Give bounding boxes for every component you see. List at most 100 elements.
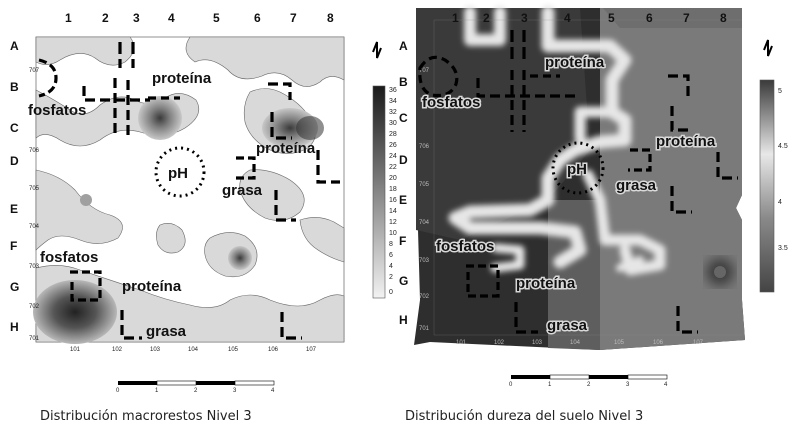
row-label: C: [399, 111, 408, 125]
y-tick: 707: [419, 68, 430, 74]
zone-label: fosfatos: [436, 238, 494, 255]
legend-tick: 3.5: [778, 245, 788, 252]
low-hardness-bands: [448, 5, 666, 276]
legend-tick: 0: [389, 289, 393, 296]
column-label: 6: [646, 11, 653, 25]
zone-label: pH: [168, 165, 188, 182]
row-label: C: [10, 121, 19, 135]
scale-bar: 0 1 2 3 4: [116, 380, 275, 394]
zone-label: proteína: [545, 54, 605, 71]
scale-tick: 3: [626, 382, 630, 388]
y-tick: 701: [29, 336, 40, 342]
legend-tick: 36: [389, 87, 397, 94]
legend-tick: 8: [389, 241, 393, 248]
caption-dureza: Distribución dureza del suelo Nivel 3: [405, 409, 644, 424]
north-arrow: [763, 39, 773, 57]
column-label: 4: [564, 11, 571, 25]
scale-tick: 0: [116, 388, 120, 394]
scale-tick: 1: [548, 382, 552, 388]
row-label: D: [10, 154, 19, 168]
row-label: A: [399, 39, 408, 53]
row-label: D: [399, 153, 408, 167]
x-tick: 102: [494, 340, 505, 346]
zone-label: proteína: [256, 140, 316, 157]
row-label: G: [399, 274, 408, 288]
row-labels: A B C D E F G H: [10, 39, 19, 334]
column-label: 5: [213, 11, 220, 25]
row-label: B: [10, 80, 19, 94]
x-tick: 103: [150, 347, 161, 353]
x-tick: 101: [456, 340, 467, 346]
legend-tick: 10: [389, 230, 397, 237]
y-ticks: 707 706 705 704 703 702 701: [29, 68, 40, 342]
row-label: H: [10, 320, 19, 334]
map-gridlines: [433, 19, 742, 336]
legend-tick: 30: [389, 120, 397, 127]
row-label: G: [10, 280, 19, 294]
legend-tick: 20: [389, 175, 397, 182]
legend-tick: 14: [389, 208, 397, 215]
ph-circle: [551, 141, 605, 195]
color-legend: 5 4.5 4 3.5: [759, 79, 788, 293]
column-label: 2: [483, 11, 490, 25]
contour-hotspots: [33, 96, 324, 344]
legend-tick: 28: [389, 131, 397, 138]
y-tick: 703: [419, 258, 430, 264]
zone-markers: [38, 42, 340, 340]
caption-macrorestos: Distribución macrorestos Nivel 3: [40, 409, 252, 424]
north-arrow: [372, 41, 382, 59]
y-tick: 706: [419, 144, 430, 150]
zone-label: fosfatos: [28, 102, 86, 119]
x-tick: 104: [188, 347, 199, 353]
legend-tick: 4: [778, 199, 782, 206]
y-ticks: 707 706 705 704 703 702 701: [419, 68, 430, 332]
legend-tick: 18: [389, 186, 397, 193]
zone-labels: proteína fosfatos proteína pH grasa fosf…: [28, 70, 316, 340]
x-tick: 103: [532, 340, 543, 346]
legend-tick: 22: [389, 164, 397, 171]
row-label: F: [10, 239, 17, 253]
legend-tick: 16: [389, 197, 397, 204]
y-tick: 704: [29, 224, 40, 230]
column-label: 5: [608, 11, 615, 25]
x-ticks: 101 102 103 104 105 106 107: [456, 340, 704, 346]
zone-label: fosfatos: [40, 249, 98, 266]
scale-tick: 3: [233, 388, 237, 394]
scale-tick: 4: [664, 382, 668, 388]
y-tick: 705: [29, 186, 40, 192]
legend-tick: 6: [389, 252, 393, 259]
zone-label: grasa: [222, 182, 263, 199]
legend-tick: 34: [389, 98, 397, 105]
y-tick: 707: [29, 68, 40, 74]
zone-label: proteína: [656, 133, 716, 150]
scale-tick: 4: [271, 388, 275, 394]
dureza-map: 1 2 3 4 5 6 7 8 A B C D E F G H 101 102 …: [399, 5, 788, 388]
row-label: E: [399, 193, 407, 207]
row-label: F: [399, 234, 406, 248]
legend-tick: 12: [389, 219, 397, 226]
row-labels: A B C D E F G H: [399, 39, 408, 327]
row-label: B: [399, 75, 408, 89]
x-tick: 105: [614, 340, 625, 346]
legend-tick: 4.5: [778, 143, 788, 150]
x-tick: 105: [228, 347, 239, 353]
x-tick: 107: [693, 340, 704, 346]
legend-tick: 2: [389, 274, 393, 281]
x-tick: 104: [570, 340, 581, 346]
x-ticks: 101 102 103 104 105 106 107: [70, 347, 317, 353]
y-tick: 702: [419, 294, 430, 300]
x-tick: 102: [112, 347, 123, 353]
zone-label: proteína: [516, 275, 576, 292]
row-label: A: [10, 39, 19, 53]
legend-tick: 32: [389, 109, 397, 116]
column-label: 1: [452, 11, 459, 25]
y-tick: 701: [419, 326, 430, 332]
column-label: 8: [327, 11, 334, 25]
zone-label: proteína: [122, 278, 182, 295]
x-tick: 106: [268, 347, 279, 353]
scale-bar: 0 1 2 3 4: [509, 374, 668, 388]
scale-tick: 1: [155, 388, 159, 394]
zone-label: grasa: [616, 177, 657, 194]
scale-tick: 2: [587, 382, 591, 388]
